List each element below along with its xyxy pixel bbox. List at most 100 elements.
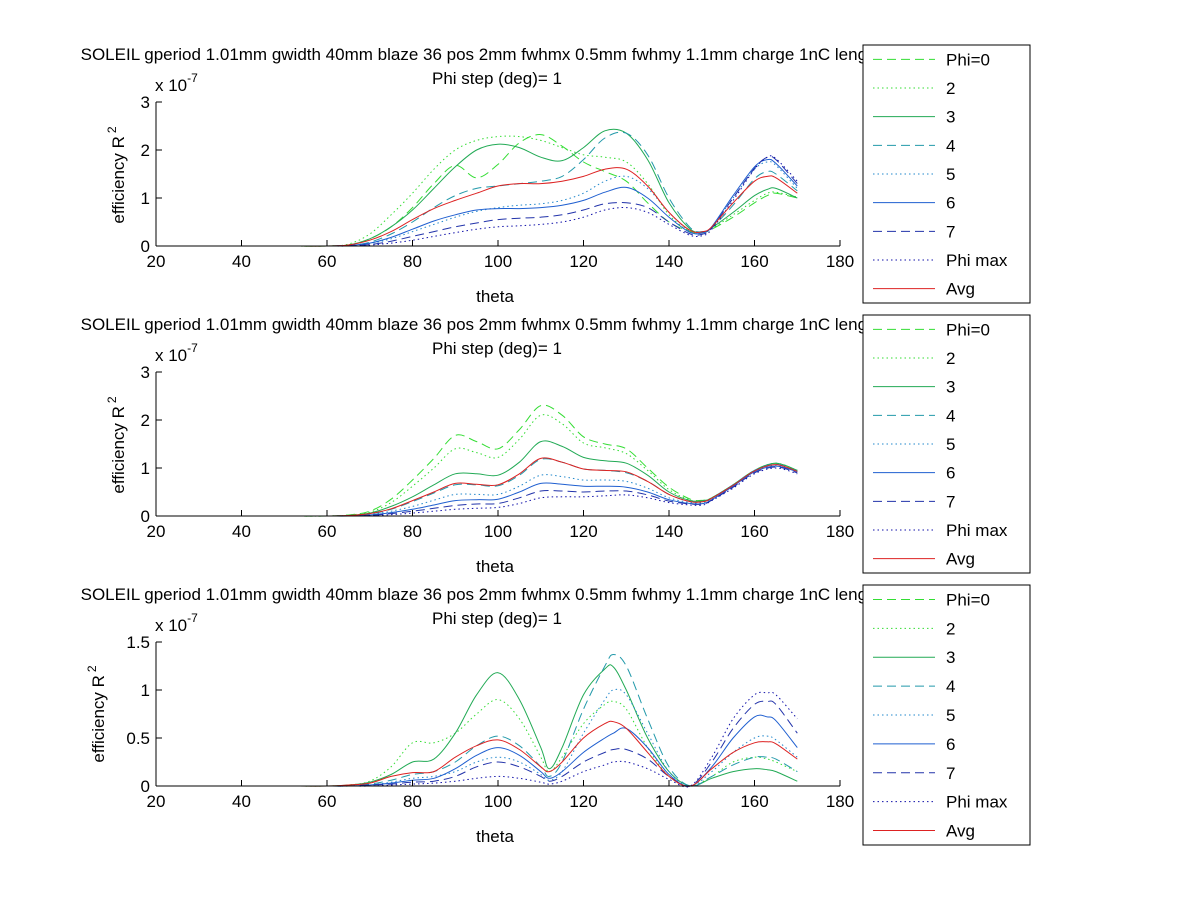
x-tick-label: 120 [569,792,597,811]
legend-label: Phi max [946,793,1008,812]
x-tick-label: 180 [826,522,854,541]
y-tick-label: 1 [141,189,150,208]
x-tick-label: 140 [655,792,683,811]
series-line-2 [220,128,798,247]
x-tick-label: 80 [403,522,422,541]
legend-label: 7 [946,222,955,241]
series-line-6 [220,155,798,247]
x-axis-label: theta [476,287,514,306]
legend-label: Avg [946,550,975,569]
y-tick-label: 0 [141,237,150,256]
legend: Phi=0 2 3 4 5 6 7 Phi max Avg [862,44,1031,304]
x-tick-label: 100 [484,522,512,541]
x-axis-label: theta [476,827,514,846]
exponent-base: x 10 [155,76,187,95]
x-tick-label: 160 [740,522,768,541]
y-tick-label: 3 [141,93,150,112]
legend-label: 5 [946,435,955,454]
exponent-label: x 10-7 [155,341,198,365]
x-tick-label: 160 [740,252,768,271]
series-line-5 [220,158,798,247]
x-tick-label: 40 [232,792,251,811]
x-tick-label: 140 [655,522,683,541]
x-tick-label: 60 [318,792,337,811]
legend-label: 6 [946,464,955,483]
legend-label: Phi=0 [946,320,990,339]
series-line-8 [220,457,798,517]
y-tick-label: 0 [141,507,150,526]
legend-label: Phi max [946,521,1008,540]
exponent-base: x 10 [155,346,187,365]
x-tick-label: 20 [147,792,166,811]
x-tick-label: 100 [484,792,512,811]
x-tick-label: 120 [569,252,597,271]
exponent-power: -7 [187,341,198,355]
legend-label: 6 [946,194,955,213]
x-axis-label: theta [476,557,514,576]
series-line-2 [220,664,798,787]
legend-label: Avg [946,822,975,841]
x-tick-label: 20 [147,522,166,541]
x-tick-labels: 20 40 60 80 100 120 140 160 180 [147,792,855,811]
series-line-0 [220,134,798,247]
panel-title-line2: Phi step (deg)= 1 [432,339,562,358]
legend-label: 2 [946,349,955,368]
x-tick-label: 40 [232,252,251,271]
panel-title-line1: SOLEIL gperiod 1.01mm gwidth 40mm blaze … [81,45,914,64]
series-line-8 [220,167,798,247]
exponent-label: x 10-7 [155,611,198,635]
y-tick-label: 0.5 [126,729,150,748]
legend: Phi=0 2 3 4 5 6 7 Phi max Avg [862,314,1031,574]
series-line-0 [220,404,798,517]
legend-box [862,584,1031,846]
legend-label: 4 [946,677,955,696]
y-axis-label-text: efficiency R [109,406,128,494]
x-tick-label: 60 [318,252,337,271]
x-tick-label: 180 [826,252,854,271]
x-tick-label: 80 [403,792,422,811]
plot-area [155,371,841,517]
panel-title-line1: SOLEIL gperiod 1.01mm gwidth 40mm blaze … [81,585,914,604]
legend-label: 5 [946,706,955,725]
legend-label: 7 [946,764,955,783]
y-tick-labels: 0 1 2 3 [141,363,150,526]
y-tick-label: 3 [141,363,150,382]
legend-label: Phi=0 [946,590,990,609]
y-tick-label: 1.5 [126,633,150,652]
series-line-8 [220,720,798,787]
legend-label: 3 [946,378,955,397]
panel-title-line1: SOLEIL gperiod 1.01mm gwidth 40mm blaze … [81,315,914,334]
y-tick-label: 1 [141,459,150,478]
legend-label: Phi max [946,251,1008,270]
y-axis-label-sup: 2 [105,396,119,403]
panel-top: SOLEIL gperiod 1.01mm gwidth 40mm blaze … [81,44,1031,306]
y-axis-label: efficiency R 2 [105,396,128,494]
y-axis-label: efficiency R 2 [105,126,128,224]
x-tick-labels: 20 40 60 80 100 120 140 160 180 [147,252,855,271]
legend-box [862,314,1031,574]
x-tick-label: 160 [740,792,768,811]
y-tick-labels: 0 0.5 1 1.5 [126,633,150,796]
legend: Phi=0 2 3 4 5 6 7 Phi max Avg [862,584,1031,846]
legend-label: 3 [946,648,955,667]
legend-label: 2 [946,619,955,638]
series-line-4 [220,465,798,517]
y-tick-label: 1 [141,681,150,700]
exponent-power: -7 [187,71,198,85]
y-axis-label-text: efficiency R [109,136,128,224]
y-tick-labels: 0 1 2 3 [141,93,150,256]
x-tick-labels: 20 40 60 80 100 120 140 160 180 [147,522,855,541]
plot-area [155,641,841,788]
x-tick-label: 140 [655,252,683,271]
x-tick-label: 40 [232,522,251,541]
legend-label: Avg [946,280,975,299]
y-tick-label: 2 [141,411,150,430]
series-line-3 [220,653,798,787]
x-tick-label: 20 [147,252,166,271]
legend-label: 6 [946,735,955,754]
series-line-7 [220,467,798,517]
x-tick-label: 100 [484,252,512,271]
y-axis-label-sup: 2 [85,665,99,672]
y-axis-label: efficiency R 2 [85,665,108,763]
